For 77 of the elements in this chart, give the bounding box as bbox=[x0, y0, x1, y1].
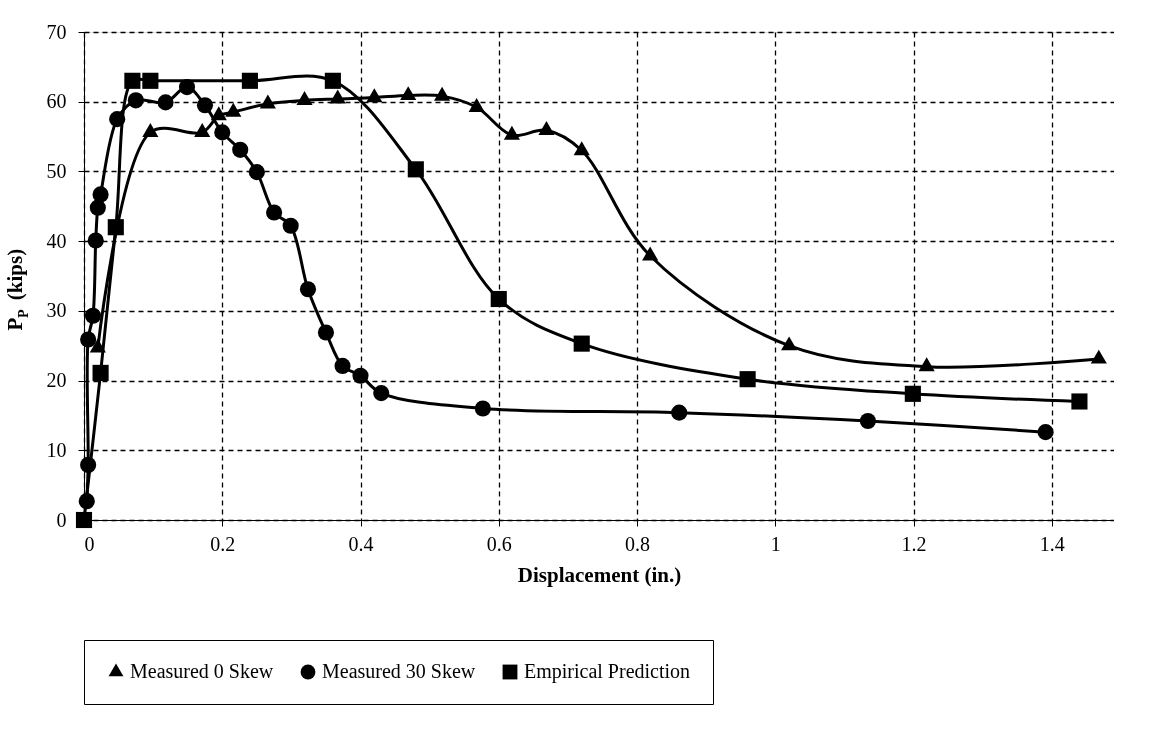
point bbox=[781, 336, 798, 351]
point bbox=[573, 335, 590, 352]
point bbox=[210, 106, 227, 121]
point bbox=[127, 92, 144, 109]
point bbox=[142, 72, 159, 89]
point bbox=[80, 456, 97, 473]
point bbox=[329, 89, 346, 104]
point bbox=[642, 246, 659, 261]
point bbox=[407, 161, 424, 178]
point bbox=[366, 88, 383, 103]
y-tick-label: 0 bbox=[56, 508, 67, 531]
point bbox=[232, 141, 249, 158]
point bbox=[84, 307, 102, 324]
point bbox=[78, 493, 95, 510]
point bbox=[918, 357, 935, 372]
point bbox=[259, 94, 276, 109]
point bbox=[1037, 424, 1054, 441]
point bbox=[178, 79, 196, 96]
point bbox=[904, 385, 921, 402]
point bbox=[87, 232, 104, 249]
legend-label: Measured 0 Skew bbox=[130, 660, 274, 682]
y-tick-label: 30 bbox=[46, 299, 67, 322]
point bbox=[468, 97, 485, 112]
point bbox=[225, 102, 242, 117]
point bbox=[241, 72, 258, 89]
y-tick-label: 50 bbox=[46, 159, 67, 182]
y-tick-label: 10 bbox=[46, 438, 67, 461]
point bbox=[538, 120, 555, 135]
point bbox=[214, 124, 231, 141]
point bbox=[859, 412, 876, 430]
legend-label: Empirical Prediction bbox=[524, 660, 691, 683]
point bbox=[80, 331, 97, 348]
point bbox=[75, 511, 93, 529]
y-tick-label: 40 bbox=[46, 229, 67, 252]
point bbox=[334, 357, 351, 374]
point bbox=[194, 123, 211, 138]
x-tick-label: 0.6 bbox=[486, 532, 512, 555]
point bbox=[282, 217, 299, 234]
x-tick-label: 0 bbox=[84, 532, 95, 555]
point bbox=[434, 86, 451, 101]
x-tick-label: 0.4 bbox=[348, 532, 374, 555]
point bbox=[503, 125, 520, 140]
x-tick-label: 1.4 bbox=[1039, 532, 1065, 555]
point bbox=[109, 111, 126, 128]
point bbox=[400, 86, 417, 101]
point bbox=[124, 72, 141, 89]
legend-label: Measured 30 Skew bbox=[322, 660, 476, 682]
point bbox=[373, 385, 390, 402]
point bbox=[352, 367, 369, 384]
point bbox=[107, 219, 124, 236]
point bbox=[474, 400, 491, 417]
x-tick-label: 0.8 bbox=[625, 532, 651, 555]
point bbox=[196, 97, 214, 114]
point bbox=[248, 164, 265, 181]
x-axis-title: Displacement (in.) bbox=[517, 562, 682, 587]
point bbox=[671, 404, 688, 421]
x-tick-label: 1.2 bbox=[901, 532, 927, 555]
y-tick-label: 20 bbox=[46, 369, 67, 392]
y-tick-label: 70 bbox=[46, 20, 67, 43]
x-tick-label: 0.2 bbox=[210, 532, 236, 555]
point bbox=[157, 94, 174, 111]
point bbox=[739, 371, 756, 388]
point bbox=[142, 123, 159, 138]
x-tick-label: 1 bbox=[770, 532, 781, 555]
point bbox=[266, 204, 283, 221]
y-tick-label: 60 bbox=[46, 90, 67, 113]
point bbox=[324, 72, 341, 89]
y-axis-title: PP (kips) bbox=[3, 248, 31, 331]
point bbox=[573, 141, 590, 156]
point bbox=[317, 324, 335, 341]
point bbox=[1071, 393, 1088, 410]
point bbox=[296, 91, 313, 105]
point bbox=[490, 290, 507, 308]
point bbox=[89, 199, 106, 216]
point bbox=[92, 186, 109, 203]
point bbox=[92, 364, 109, 381]
point bbox=[299, 281, 317, 298]
